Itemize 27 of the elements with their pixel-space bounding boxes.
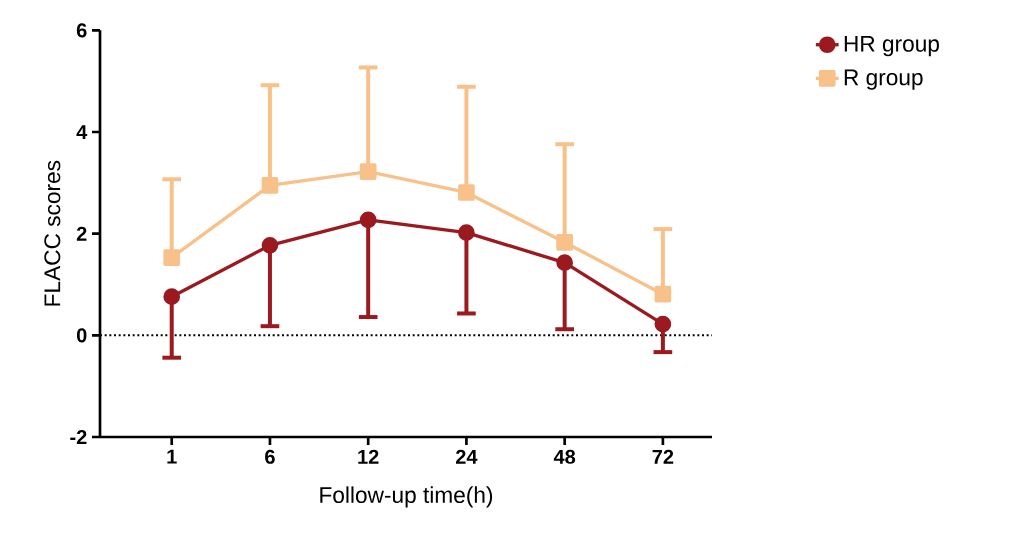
point — [458, 224, 475, 241]
point — [359, 163, 377, 180]
point — [458, 184, 475, 201]
y-tick-label: 4 — [76, 125, 88, 139]
y-tick-label: 2 — [76, 226, 87, 241]
point — [654, 285, 672, 303]
point — [556, 254, 573, 271]
point — [261, 237, 279, 254]
x-tick-label: 12 — [358, 449, 379, 464]
x-axis-title: Follow-up time(h) — [320, 486, 493, 508]
y-tick-label: 6 — [76, 23, 87, 38]
point — [261, 177, 279, 194]
x-tick-label: 72 — [652, 449, 674, 464]
x-tick-label: 1 — [167, 449, 177, 464]
x-tick-label: 24 — [455, 449, 478, 464]
point — [163, 249, 181, 266]
legend-label: R group — [844, 69, 923, 90]
point — [163, 288, 181, 306]
point — [556, 233, 573, 251]
y-tick-label: 0 — [76, 328, 87, 343]
y-axis-title: FLACC scores — [44, 160, 61, 306]
legend-label: HR group — [844, 35, 939, 57]
x-tick-label: 48 — [553, 449, 576, 464]
point — [359, 211, 377, 229]
x-tick-label: 6 — [265, 449, 275, 464]
point — [654, 315, 672, 333]
y-tick-label: -2 — [70, 430, 87, 444]
